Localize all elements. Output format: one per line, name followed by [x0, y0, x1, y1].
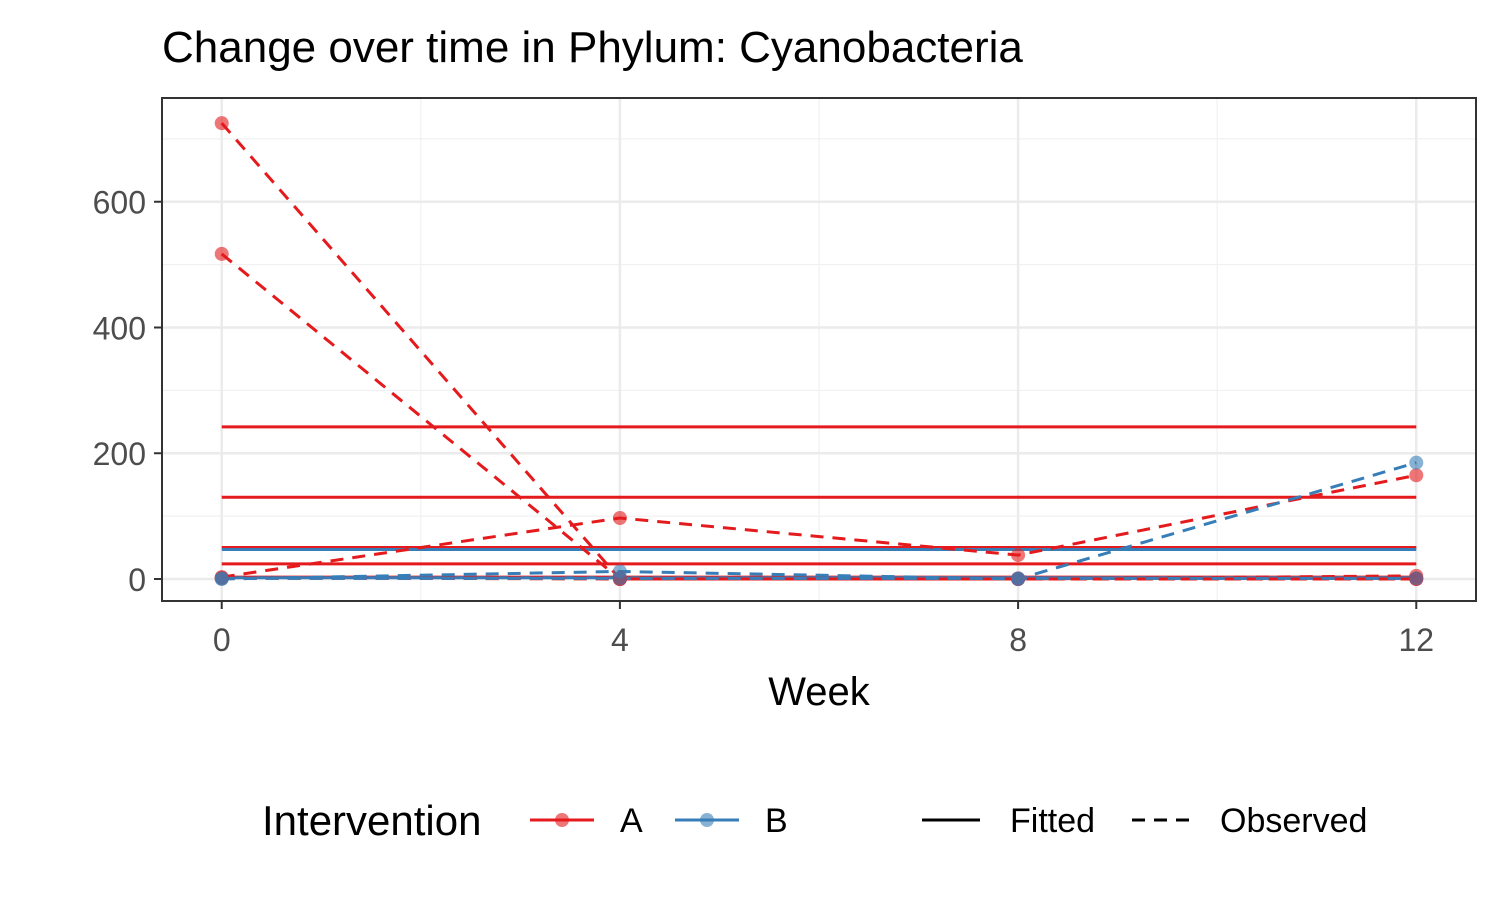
- legend-label-b: B: [765, 802, 788, 840]
- grid: [162, 98, 1476, 601]
- x-tick-label: 12: [1398, 622, 1434, 658]
- y-tick-label: 400: [93, 310, 146, 346]
- legend-label-a: A: [620, 802, 643, 840]
- observed-point-a: [214, 246, 229, 261]
- legend: Intervention A B Fitted Observed: [262, 797, 1367, 844]
- y-tick-label: 0: [128, 562, 146, 598]
- legend-label-fitted: Fitted: [1010, 802, 1095, 840]
- observed-lines: [220, 122, 1417, 581]
- x-axis-title: Week: [768, 670, 871, 714]
- axes: 0 200 400 600 0 4 8 12: [93, 185, 1434, 658]
- legend-key-point: [555, 813, 569, 827]
- observed-point-b: [612, 571, 627, 586]
- observed-point-a: [1409, 468, 1424, 483]
- observed-point-b: [214, 571, 229, 586]
- observed-point-b: [1409, 455, 1424, 470]
- observed-point-b: [1409, 571, 1424, 586]
- x-tick-label: 4: [611, 622, 629, 658]
- x-tick-label: 0: [213, 622, 231, 658]
- x-tick-label: 8: [1009, 622, 1027, 658]
- observed-point-b: [1011, 571, 1026, 586]
- legend-label-observed: Observed: [1220, 802, 1367, 840]
- legend-title: Intervention: [262, 797, 481, 844]
- observed-points: [214, 116, 1424, 586]
- observed-line-a: [221, 473, 1417, 579]
- observed-point-a: [1011, 548, 1026, 563]
- observed-point-a: [214, 116, 229, 131]
- plot-border: [161, 97, 1477, 602]
- y-tick-label: 600: [93, 185, 146, 221]
- chart-title: Change over time in Phylum: Cyanobacteri…: [162, 23, 1023, 72]
- y-tick-label: 200: [93, 436, 146, 472]
- observed-line-b: [221, 461, 1417, 581]
- observed-point-a: [612, 511, 627, 526]
- legend-key-point: [700, 813, 714, 827]
